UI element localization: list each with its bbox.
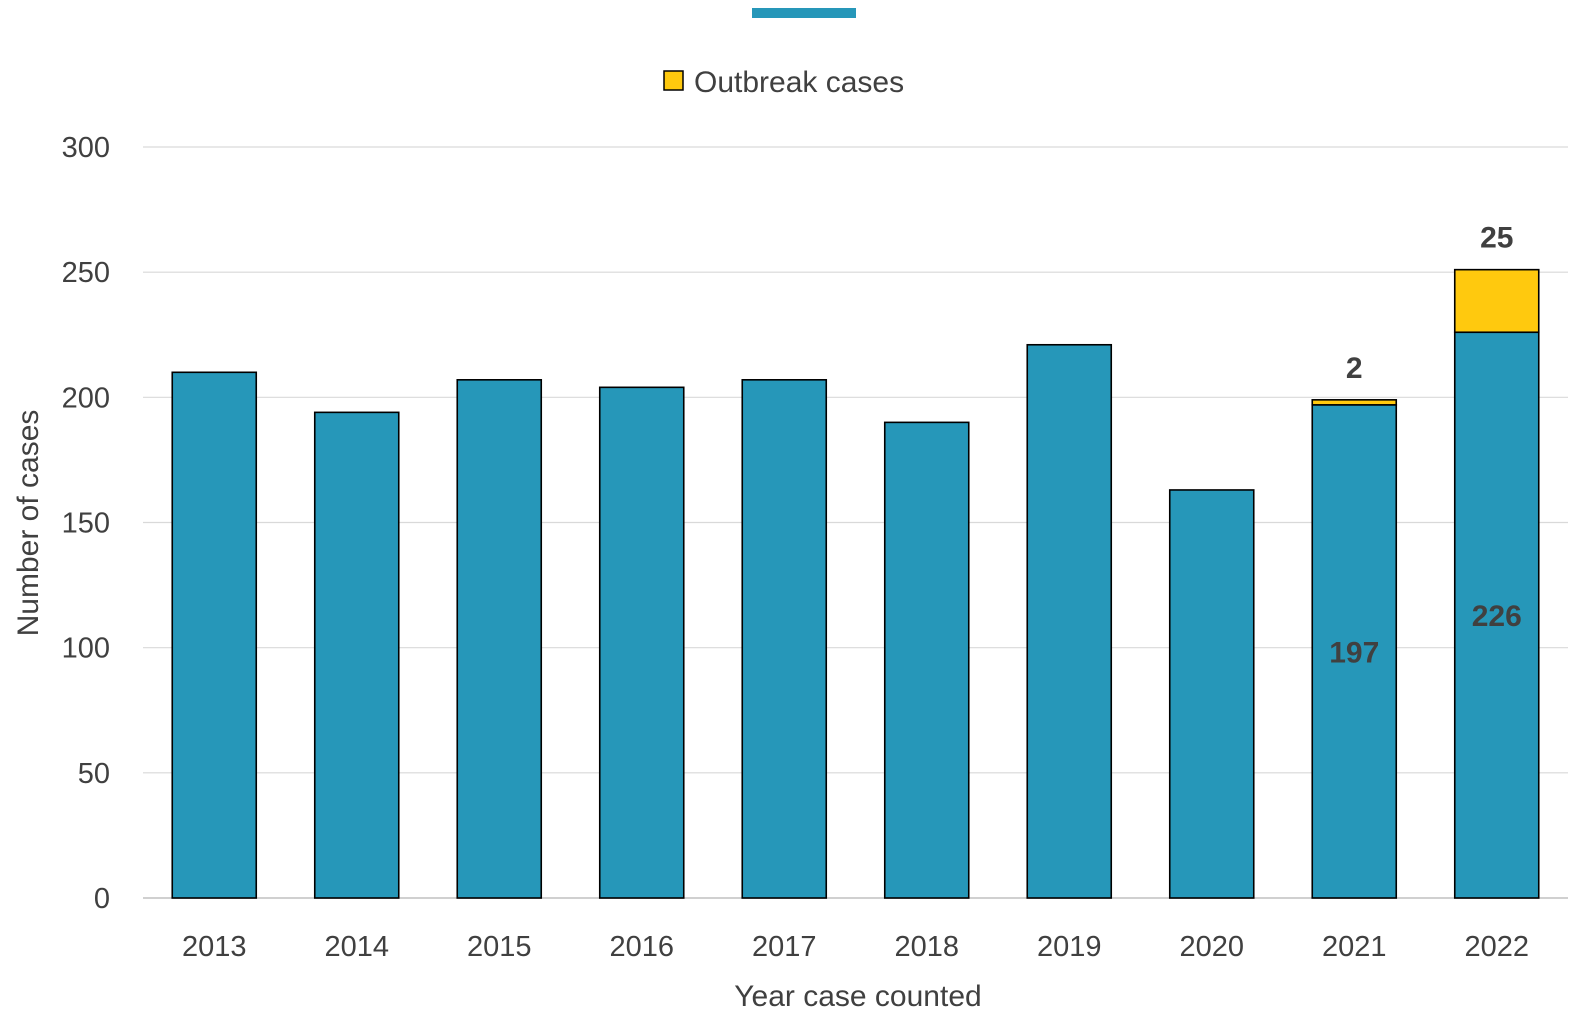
x-tick-label-2021: 2021 (1322, 931, 1387, 963)
x-tick-label-2015: 2015 (467, 931, 532, 963)
x-tick-label-2017: 2017 (752, 931, 817, 963)
bar-2021-series-2 (1311, 399, 1398, 406)
bar-2020-series-1 (1168, 489, 1255, 899)
legend: Outbreak cases (663, 8, 904, 99)
bar-2018-series-1 (883, 421, 970, 899)
y-tick-label-250: 250 (62, 257, 110, 289)
x-tick-label-2014: 2014 (324, 931, 389, 963)
bar-2021-series-1 (1311, 404, 1398, 899)
x-axis-ticks: 2013 2014 2015 2016 2017 2018 2019 2020 2021 2022 (182, 931, 1529, 963)
x-tick-label-2018: 2018 (894, 931, 959, 963)
data-label-2021-series-1: 197 (1329, 636, 1379, 669)
legend-label-outbreak-cases: Outbreak cases (694, 66, 904, 99)
legend-swatch-series-1 (752, 8, 856, 18)
y-tick-label-300: 300 (62, 132, 110, 164)
x-tick-label-2016: 2016 (609, 931, 674, 963)
bars (171, 268, 1540, 899)
legend-swatch-outbreak-cases (663, 70, 684, 91)
data-label-2022-series-2: 25 (1480, 222, 1513, 255)
y-tick-label-150: 150 (62, 508, 110, 540)
bar-2019-series-1 (1026, 343, 1113, 899)
y-tick-label-50: 50 (78, 758, 110, 790)
bar-2015-series-1 (456, 379, 543, 899)
y-axis-title: Number of cases (12, 410, 45, 637)
bar-2022-series-1 (1453, 331, 1540, 899)
bar-2014-series-1 (313, 411, 400, 899)
y-tick-label-100: 100 (62, 633, 110, 665)
bar-2013-series-1 (171, 371, 258, 899)
y-axis-ticks: 0 50 100 150 200 250 300 (62, 132, 110, 915)
y-tick-label-0: 0 (94, 883, 110, 915)
y-tick-label-200: 200 (62, 382, 110, 414)
x-tick-label-2020: 2020 (1179, 931, 1244, 963)
bar-2022-series-2 (1453, 268, 1540, 334)
data-label-2021-series-2: 2 (1346, 352, 1363, 385)
bar-2017-series-1 (741, 379, 828, 899)
data-labels: 197 2 226 25 (1329, 222, 1522, 670)
data-label-2022-series-1: 226 (1472, 600, 1522, 633)
x-tick-label-2013: 2013 (182, 931, 247, 963)
x-axis-title: Year case counted (734, 980, 981, 1013)
bar-2016-series-1 (598, 386, 685, 899)
x-tick-label-2022: 2022 (1464, 931, 1529, 963)
x-tick-label-2019: 2019 (1037, 931, 1102, 963)
